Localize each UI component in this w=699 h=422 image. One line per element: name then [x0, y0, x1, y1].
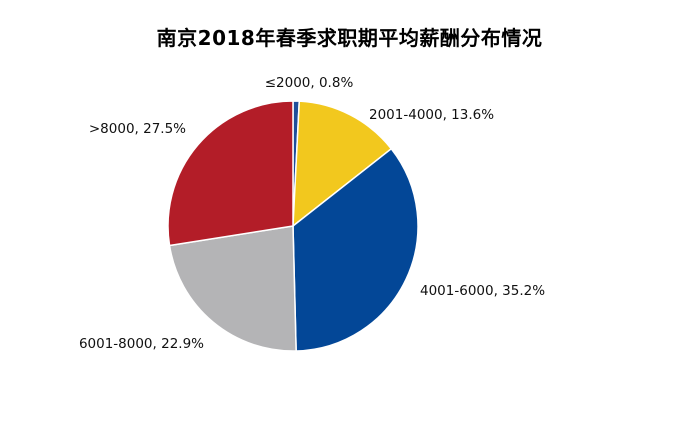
pie-slice-6001-8000	[168, 225, 297, 352]
pie-slice-4001-6000	[292, 147, 419, 352]
pie-slice-8000	[167, 100, 294, 247]
slice-data-label: >8000, 27.5%	[89, 121, 186, 137]
slice-data-label: 2001-4000, 13.6%	[369, 107, 494, 123]
slice-data-label: 4001-6000, 35.2%	[420, 283, 545, 299]
slice-data-label: 6001-8000, 22.9%	[79, 336, 204, 352]
pie-slice-2001-4000	[292, 100, 393, 228]
slice-data-label: ≤2000, 0.8%	[265, 75, 354, 91]
chart-title: 南京2018年春季求职期平均薪酬分布情况	[156, 26, 543, 50]
